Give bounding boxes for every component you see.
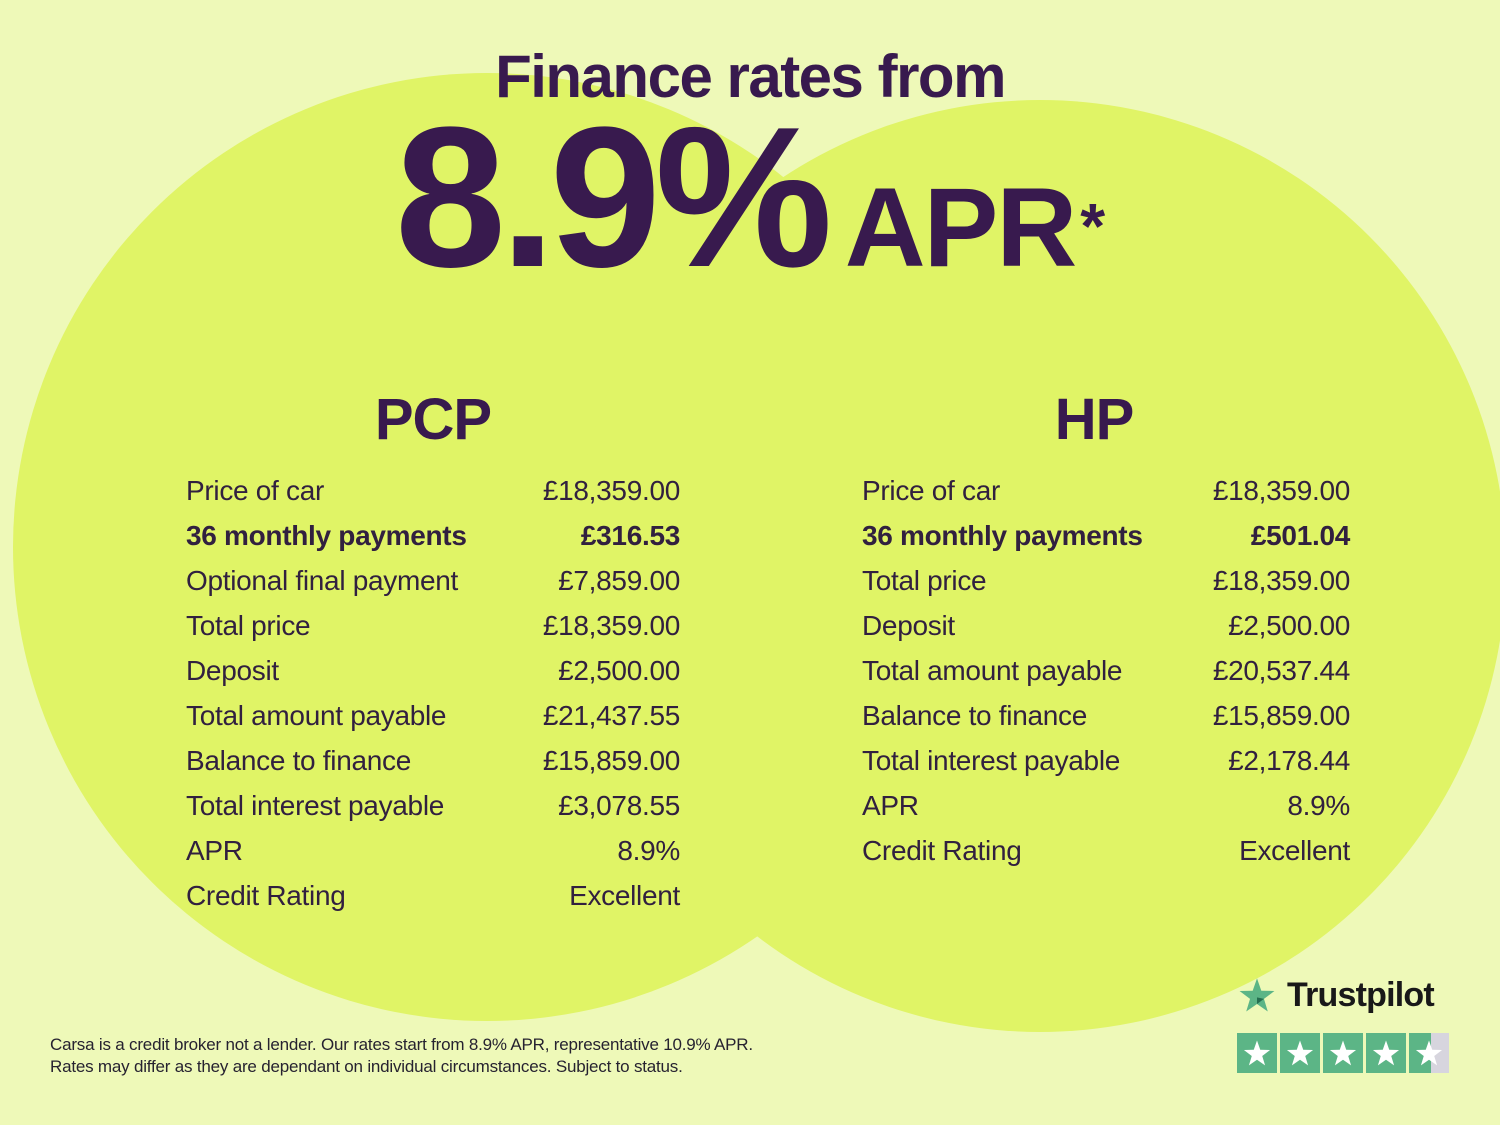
star-icon [1372,1040,1400,1066]
row-label: Price of car [862,474,1000,506]
disclaimer: Carsa is a credit broker not a lender. O… [50,1034,753,1077]
row-value: £15,859.00 [1212,699,1350,731]
star-icon [1329,1040,1357,1066]
disclaimer-line-1: Carsa is a credit broker not a lender. O… [50,1035,753,1054]
row-value: £2,178.44 [1228,744,1350,776]
star-icon [1286,1040,1314,1066]
row-label: Optional final payment [186,564,459,596]
row-value: £18,359.00 [542,474,680,506]
table-row: Balance to finance £15,859.00 [186,738,680,783]
row-label: 36 monthly payments [186,519,467,551]
row-label: Balance to finance [862,699,1087,731]
trustpilot-star-box-2 [1280,1033,1320,1073]
trustpilot-star-box-partial [1409,1033,1449,1073]
trustpilot-badge: Trustpilot [1237,975,1449,1073]
trustpilot-star-box-3 [1323,1033,1363,1073]
rate-unit: APR [844,165,1077,290]
row-value: £501.04 [1250,519,1350,551]
row-label: Credit Rating [862,834,1022,866]
trustpilot-rating-stars [1237,1033,1449,1073]
page-title: Finance rates from [495,43,1006,110]
row-label: 36 monthly payments [862,519,1143,551]
table-row: Total interest payable £3,078.55 [186,783,680,828]
table-row: Total price £18,359.00 [862,558,1350,603]
table-row: Total amount payable £20,537.44 [862,648,1350,693]
row-label: Total interest payable [862,744,1121,776]
table-row: Total price £18,359.00 [186,603,680,648]
table-row: Balance to finance £15,859.00 [862,693,1350,738]
row-value: £2,500.00 [558,654,680,686]
row-value: 8.9% [1287,789,1350,821]
background-circle-right [574,100,1500,1032]
row-label: Total amount payable [186,699,447,731]
table-row: Credit Rating Excellent [186,873,680,918]
row-label: Deposit [862,609,955,641]
row-value: £18,359.00 [1212,474,1350,506]
row-value: £21,437.55 [542,699,680,731]
pcp-heading: PCP [374,387,492,452]
table-row: Total amount payable £21,437.55 [186,693,680,738]
pcp-table: Price of car £18,359.00 36 monthly paymen… [186,468,680,918]
rate-asterisk: * [1080,190,1106,262]
row-value: Excellent [1239,834,1350,866]
trustpilot-star-box-4 [1366,1033,1406,1073]
row-label: Total price [862,564,987,596]
hp-heading: HP [1054,387,1135,452]
row-value: £3,078.55 [558,789,680,821]
headline-rate: 8.9% APR * [0,98,1500,298]
row-label: Credit Rating [186,879,346,911]
row-value: £316.53 [580,519,680,551]
trustpilot-star-icon [1239,978,1275,1012]
row-label: Total price [186,609,311,641]
row-value: Excellent [569,879,680,911]
table-row: 36 monthly payments £316.53 [186,513,680,558]
table-row: Credit Rating Excellent [862,828,1350,873]
row-label: Deposit [186,654,279,686]
row-label: APR [862,789,919,821]
trustpilot-star-box-1 [1237,1033,1277,1073]
row-label: Total amount payable [862,654,1123,686]
table-row: Deposit £2,500.00 [186,648,680,693]
trustpilot-wordmark: Trustpilot [1287,975,1435,1014]
table-row: APR 8.9% [186,828,680,873]
row-value: £15,859.00 [542,744,680,776]
table-row: Price of car £18,359.00 [186,468,680,513]
rate-value: 8.9% [394,86,833,309]
table-row: Price of car £18,359.00 [862,468,1350,513]
table-row: Optional final payment £7,859.00 [186,558,680,603]
table-row: Deposit £2,500.00 [862,603,1350,648]
star-icon [1243,1040,1271,1066]
disclaimer-line-2: Rates may differ as they are dependant o… [50,1056,683,1076]
row-label: APR [186,834,243,866]
row-value: £18,359.00 [542,609,680,641]
hp-table: Price of car £18,359.00 36 monthly paymen… [862,468,1350,873]
row-label: Total interest payable [186,789,445,821]
star-icon [1415,1040,1443,1066]
trustpilot-logo-row: Trustpilot [1237,975,1449,1015]
table-row: APR 8.9% [862,783,1350,828]
row-value: £18,359.00 [1212,564,1350,596]
row-label: Balance to finance [186,744,411,776]
row-value: £7,859.00 [558,564,680,596]
row-value: 8.9% [617,834,680,866]
table-row: Total interest payable £2,178.44 [862,738,1350,783]
row-value: £20,537.44 [1212,654,1350,686]
row-value: £2,500.00 [1228,609,1350,641]
table-row: 36 monthly payments £501.04 [862,513,1350,558]
row-label: Price of car [186,474,324,506]
